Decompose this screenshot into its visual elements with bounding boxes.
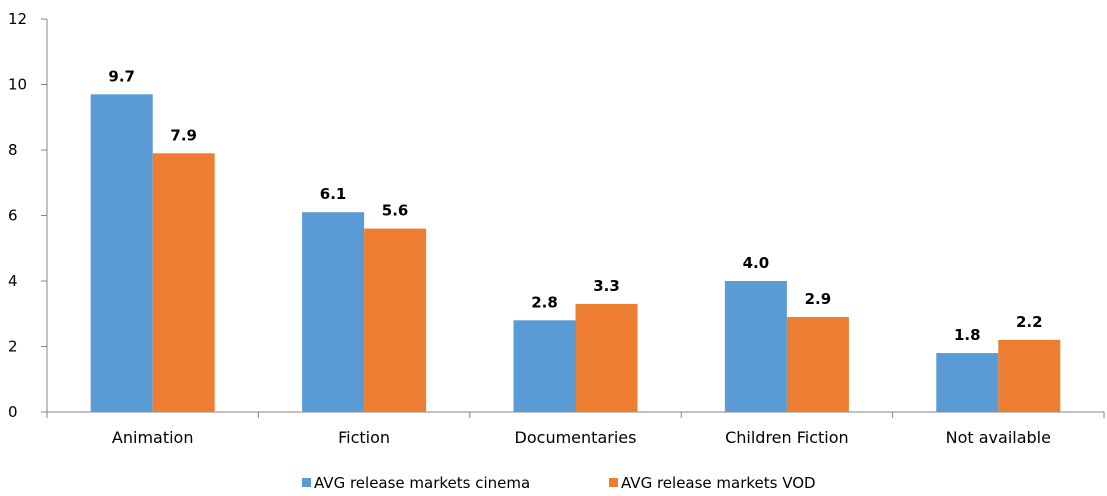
y-tick-label: 4: [8, 272, 18, 290]
data-label: 2.2: [1016, 313, 1043, 331]
data-label: 3.3: [593, 277, 620, 295]
data-labels: 9.7 7.9 6.1 5.6 2.8 3.3 4.0 2.9 1.8 2.2: [108, 67, 1042, 344]
y-tick-label: 0: [8, 403, 18, 421]
y-tick-label: 8: [8, 141, 18, 159]
data-label: 4.0: [743, 254, 770, 272]
x-axis: Animation Fiction Documentaries Children Fi…: [46, 411, 1105, 447]
data-label: 7.9: [170, 126, 197, 144]
y-tick-label: 12: [8, 10, 27, 28]
data-label: 1.8: [954, 326, 981, 344]
bar: [575, 303, 638, 412]
data-label: 9.7: [108, 67, 135, 85]
bar: [364, 228, 427, 412]
legend-swatch: [609, 478, 618, 487]
bar: [513, 320, 576, 412]
bar: [724, 281, 787, 412]
data-label: 2.9: [805, 290, 832, 308]
x-category-label: Not available: [946, 428, 1051, 447]
y-tick-label: 6: [8, 207, 18, 225]
x-category-label: Fiction: [338, 428, 390, 447]
legend-label: AVG release markets cinema: [314, 474, 530, 492]
data-label: 5.6: [382, 202, 409, 220]
bar: [998, 339, 1061, 412]
y-tick-label: 10: [8, 76, 27, 94]
x-category-label: Children Fiction: [725, 428, 849, 447]
bars: [90, 94, 1061, 412]
bar: [936, 353, 999, 412]
legend-swatch: [302, 478, 311, 487]
data-label: 6.1: [320, 185, 347, 203]
bar: [302, 212, 365, 412]
x-category-label: Documentaries: [515, 428, 637, 447]
x-category-label: Animation: [112, 428, 194, 447]
bar: [786, 317, 849, 412]
bar: [90, 94, 153, 412]
legend: AVG release markets cinema AVG release ma…: [302, 474, 816, 492]
bar: [152, 153, 215, 412]
data-label: 2.8: [531, 293, 558, 311]
legend-label: AVG release markets VOD: [621, 474, 816, 492]
y-tick-label: 2: [8, 338, 18, 356]
y-axis: 0 2 4 6 8 10 12: [8, 10, 48, 421]
